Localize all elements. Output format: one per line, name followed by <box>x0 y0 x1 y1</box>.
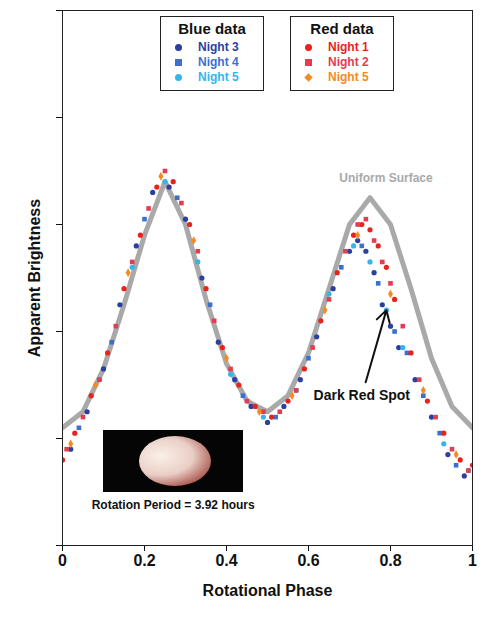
html-text:Blue data: Blue data <box>178 20 246 37</box>
html-text:Night 4: Night 4 <box>198 55 239 69</box>
html-text:Red data: Red data <box>310 20 374 37</box>
svg-text:0: 0 <box>58 552 67 569</box>
svg-text:Rotation Period = 3.92 hours: Rotation Period = 3.92 hours <box>92 498 255 512</box>
html-text:Night 5: Night 5 <box>198 70 239 84</box>
svg-text:1: 1 <box>468 552 477 569</box>
svg-text:Dark Red Spot: Dark Red Spot <box>314 387 411 403</box>
svg-text:0.6: 0.6 <box>297 552 319 569</box>
html-text:Night 3: Night 3 <box>198 40 239 54</box>
svg-text:Rotational Phase: Rotational Phase <box>203 582 333 599</box>
html-text:Night 5: Night 5 <box>328 70 369 84</box>
html-text:Night 2: Night 2 <box>328 55 369 69</box>
svg-text:0.2: 0.2 <box>133 552 155 569</box>
svg-text:Apparent Brightness: Apparent Brightness <box>26 199 43 357</box>
svg-text:Uniform Surface: Uniform Surface <box>339 171 433 185</box>
svg-text:0.8: 0.8 <box>379 552 401 569</box>
svg-text:0.4: 0.4 <box>215 552 237 569</box>
html-text:Night 1: Night 1 <box>328 40 369 54</box>
